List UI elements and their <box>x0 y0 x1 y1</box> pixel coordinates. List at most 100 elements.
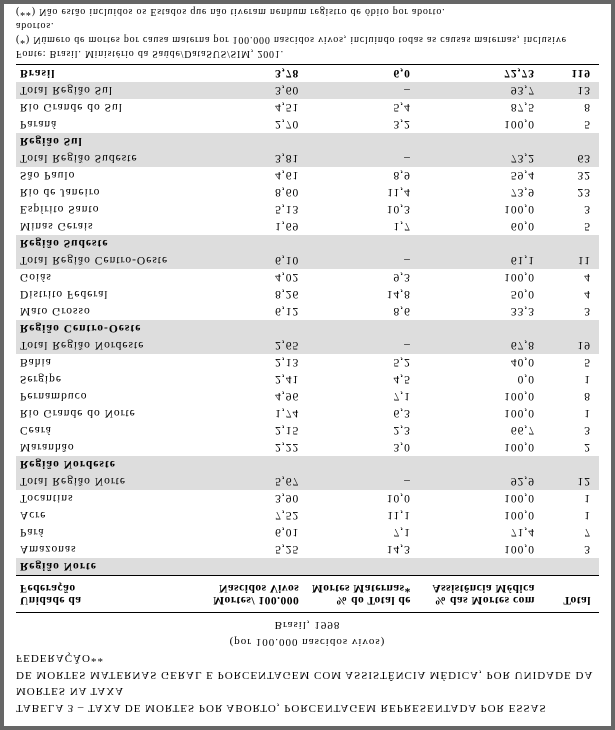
cell-c3: 100,0 <box>413 541 537 558</box>
table-row: Região Nordeste <box>16 456 599 473</box>
header-text: % das Mortes com <box>435 594 535 606</box>
note-1: (*) Número de mortes por causa materna p… <box>16 18 599 46</box>
cell-c1: 2,22 <box>190 439 302 456</box>
table-row: Mato Grosso6,128,633,33 <box>16 303 599 320</box>
cell-c1: 4,51 <box>190 99 302 116</box>
cell-c2: 2,3 <box>301 422 413 439</box>
cell-c3: 100,0 <box>413 116 537 133</box>
cell-c2: – <box>301 82 413 99</box>
cell-c2: 6,3 <box>301 405 413 422</box>
cell-c3: 59,4 <box>413 167 537 184</box>
table-row: São Paulo4,618,959,432 <box>16 167 599 184</box>
table-row: Total Região Centro-Oeste6,10–61,111 <box>16 252 599 269</box>
cell-c3: 71,4 <box>413 524 537 541</box>
cell-c0: Tocantins <box>16 490 190 507</box>
table-row: Brasil3,786,072,73119 <box>16 65 599 83</box>
cell-c2: – <box>301 337 413 354</box>
cell-c1: 5,25 <box>190 541 302 558</box>
cell-c0: Espírito Santo <box>16 201 190 218</box>
title-line-2: DE MORTES MATERNAS GERAL E PORCENTAGEM C… <box>16 653 593 682</box>
cell-c1: 6,01 <box>190 524 302 541</box>
table-body: Região NorteAmazonas5,2514,3100,03Pará6,… <box>16 65 599 576</box>
cell-c2: 4,5 <box>301 371 413 388</box>
region-cell: Região Sudeste <box>16 235 599 252</box>
cell-c2: 7,1 <box>301 388 413 405</box>
cell-c0: Maranhão <box>16 439 190 456</box>
cell-c1: 5,67 <box>190 473 302 490</box>
cell-c4: 5 <box>537 116 599 133</box>
cell-c4: 3 <box>537 201 599 218</box>
cell-c4: 1 <box>537 507 599 524</box>
cell-c0: Rio de Janeiro <box>16 184 190 201</box>
cell-c3: 87,5 <box>413 99 537 116</box>
cell-c0: Amazonas <box>16 541 190 558</box>
header-text: Mortes/ 100.000 <box>213 594 299 606</box>
cell-c1: 3,90 <box>190 490 302 507</box>
cell-c1: 4,02 <box>190 269 302 286</box>
cell-c4: 12 <box>537 473 599 490</box>
cell-c2: 5,2 <box>301 354 413 371</box>
cell-c0: Paraná <box>16 116 190 133</box>
cell-c4: 4 <box>537 269 599 286</box>
cell-c0: Minas Gerais <box>16 218 190 235</box>
cell-c1: 6,10 <box>190 252 302 269</box>
cell-c2: 10,3 <box>301 201 413 218</box>
table-row: Acre7,5211,1100,01 <box>16 507 599 524</box>
header-text: Mortes Maternas* <box>312 582 411 594</box>
cell-c4: 3 <box>537 541 599 558</box>
cell-c4: 1 <box>537 490 599 507</box>
header-mortes: Mortes/ 100.000 Nascidos Vivos <box>190 576 302 613</box>
cell-c0: Goiás <box>16 269 190 286</box>
cell-c2: 14,8 <box>301 286 413 303</box>
cell-c0: Mato Grosso <box>16 303 190 320</box>
cell-c1: 1,74 <box>190 405 302 422</box>
cell-c4: 63 <box>537 150 599 167</box>
cell-c3: 40,0 <box>413 354 537 371</box>
table-row: Rio Grande do Sul4,515,487,58 <box>16 99 599 116</box>
table-row: Distrito Federal8,2614,850,04 <box>16 286 599 303</box>
table-row: Região Centro-Oeste <box>16 320 599 337</box>
cell-c1: 2,15 <box>190 422 302 439</box>
cell-c3: 67,8 <box>413 337 537 354</box>
header-text: Assistência Médica <box>432 582 535 594</box>
cell-c3: 100,0 <box>413 439 537 456</box>
cell-c4: 8 <box>537 388 599 405</box>
header-pct-assist: % das Mortes com Assistência Médica <box>413 576 537 613</box>
cell-c4: 3 <box>537 303 599 320</box>
cell-c1: 6,12 <box>190 303 302 320</box>
cell-c0: Total Região Nordeste <box>16 337 190 354</box>
table-row: Sergipe2,414,50,01 <box>16 371 599 388</box>
cell-c0: Acre <box>16 507 190 524</box>
cell-c1: 2,70 <box>190 116 302 133</box>
cell-c2: – <box>301 150 413 167</box>
cell-c0: Total Região Sudeste <box>16 150 190 167</box>
cell-c4: 23 <box>537 184 599 201</box>
cell-c0: Ceará <box>16 422 190 439</box>
cell-c2: 3,2 <box>301 116 413 133</box>
header-text: Nascidos Vivos <box>219 582 299 594</box>
cell-c1: 5,13 <box>190 201 302 218</box>
title-sub-1: (por 100.000 nascidos vivos) <box>16 634 599 651</box>
cell-c2: 14,3 <box>301 541 413 558</box>
cell-c4: 1 <box>537 405 599 422</box>
header-text: % do Total de <box>336 594 411 606</box>
cell-c3: 100,0 <box>413 405 537 422</box>
table-row: Goiás4,029,3100,04 <box>16 269 599 286</box>
table-row: Total Região Sul3,60–93,713 <box>16 82 599 99</box>
cell-c3: 100,0 <box>413 269 537 286</box>
cell-c3: 60,0 <box>413 218 537 235</box>
title-sub-2: Brasil, 1998 <box>16 617 599 634</box>
table-row: Total Região Norte5,67–92,912 <box>16 473 599 490</box>
cell-c4: 4 <box>537 286 599 303</box>
cell-c1: 2,13 <box>190 354 302 371</box>
header-row: Unidade da Federação Mortes/ 100.000 Nas… <box>16 576 599 613</box>
cell-c2: – <box>301 252 413 269</box>
data-table: Unidade da Federação Mortes/ 100.000 Nas… <box>16 64 599 613</box>
cell-c0: Sergipe <box>16 371 190 388</box>
header-text: Total <box>563 594 591 606</box>
cell-c3: 61,1 <box>413 252 537 269</box>
table-row: Total Região Nordeste2,65–67,819 <box>16 337 599 354</box>
cell-c2: 9,3 <box>301 269 413 286</box>
note-2: (**) Não estão incluídos os Estados que … <box>16 4 599 18</box>
table-row: Maranhão2,223,0100,02 <box>16 439 599 456</box>
